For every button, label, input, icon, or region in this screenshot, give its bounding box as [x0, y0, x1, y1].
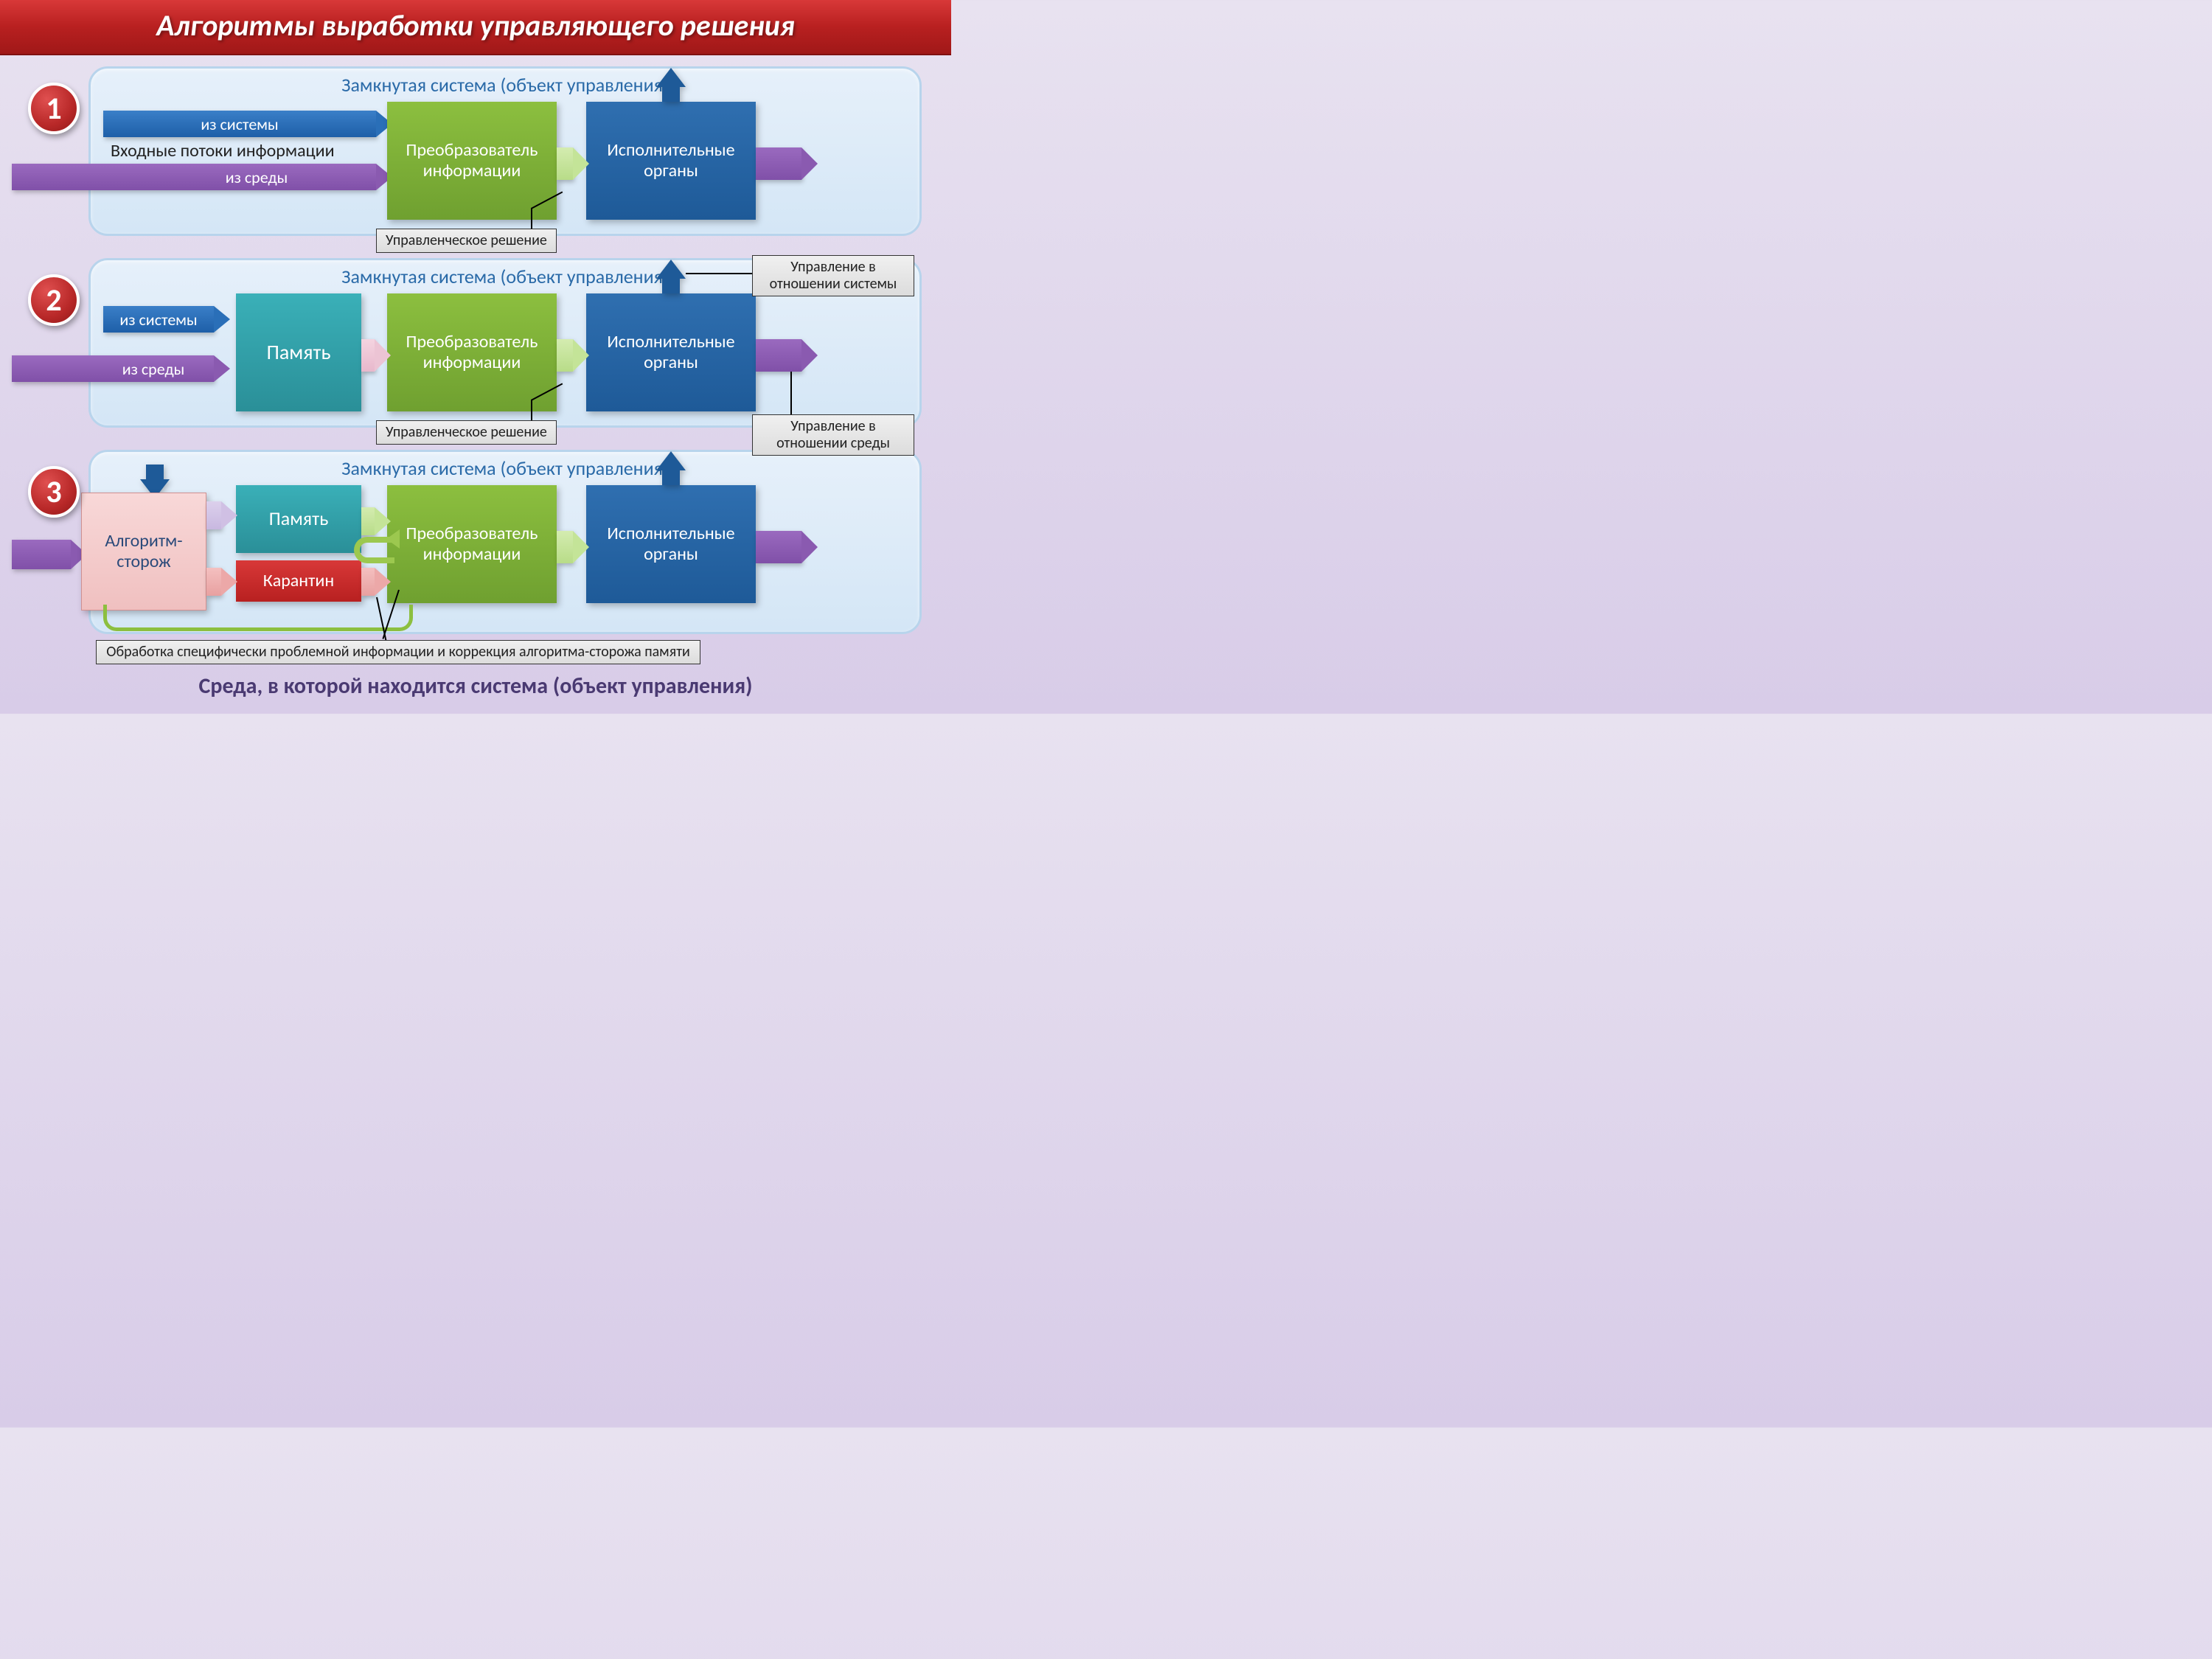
arrow-from-system-2: из системы — [103, 306, 214, 333]
box-quarantine: Карантин — [236, 560, 361, 602]
arrow-guard-mem — [206, 501, 221, 529]
arrow-quar-conv — [361, 568, 375, 596]
arrow-conv-exec-1 — [557, 147, 573, 180]
label-input-streams: Входные потоки информации — [111, 140, 335, 161]
footer-text: Среда, в которой находится система (объе… — [88, 672, 863, 700]
page-title: Алгоритмы выработки управляющего решения — [0, 0, 951, 55]
callout-ctrl-env: Управление в отношении среды — [752, 414, 914, 456]
arrow-exec-out-2 — [756, 339, 801, 372]
callout-decision-1: Управленческое решение — [376, 229, 557, 253]
arrow-up-1 — [656, 68, 686, 87]
callout-line-2a — [531, 400, 532, 422]
panel-1-title: Замкнутая система (объект управления) — [91, 73, 919, 97]
arrow-conv-exec-2 — [557, 339, 573, 372]
arrow-from-system-1: из системы — [103, 111, 376, 137]
step-badge-3: 3 — [28, 466, 80, 518]
step-badge-1: 1 — [28, 83, 80, 134]
panel-3-title: Замкнутая система (объект управления) — [91, 456, 919, 480]
arrow-exec-out-3 — [756, 531, 801, 563]
box-memory-3: Память — [236, 485, 361, 553]
feedback-path-long — [103, 605, 413, 631]
arrow-guard-quar — [206, 568, 221, 596]
arrow-up-2 — [656, 260, 686, 279]
arrow-conv-exec-3 — [557, 531, 573, 563]
arrow-from-env-2: из среды — [12, 355, 214, 382]
callout-ctrl-system: Управление в отношении системы — [752, 255, 914, 296]
box-executive-2: Исполнительные органы — [586, 293, 756, 411]
arrow-mem-conv-3 — [361, 507, 375, 535]
step-badge-2: 2 — [28, 274, 80, 326]
box-memory-2: Память — [236, 293, 361, 411]
arrow-exec-out-1 — [756, 147, 801, 180]
callout-line-1 — [531, 208, 532, 230]
arrow-mem-conv-2 — [361, 339, 375, 372]
arrow-in-3 — [12, 540, 71, 569]
arrow-up-3 — [656, 451, 686, 470]
feedback-arrow-head — [386, 529, 400, 549]
callout-line-cs — [686, 273, 752, 274]
box-converter-2: Преобразователь информации — [387, 293, 557, 411]
callout-line-ce — [790, 372, 792, 414]
box-executive-1: Исполнительные органы — [586, 102, 756, 220]
box-guard: Алгоритм-сторож — [81, 493, 206, 611]
box-converter-3: Преобразователь информации — [387, 485, 557, 603]
callout-decision-2: Управленческое решение — [376, 420, 557, 445]
box-executive-3: Исполнительные органы — [586, 485, 756, 603]
box-converter-1: Преобразователь информации — [387, 102, 557, 220]
arrow-from-env-1: из среды — [12, 164, 376, 190]
callout-processing-note: Обработка специфически проблемной информ… — [96, 640, 700, 664]
